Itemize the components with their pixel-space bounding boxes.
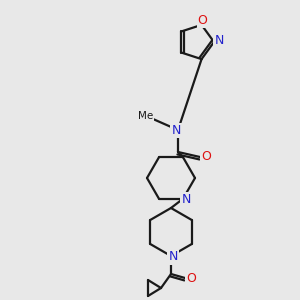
Text: O: O [201,151,211,164]
Text: N: N [168,250,178,263]
Text: N: N [171,124,181,136]
Text: N: N [181,193,191,206]
Text: N: N [214,34,224,47]
Text: O: O [186,272,196,284]
Text: Me: Me [138,111,154,121]
Text: O: O [198,14,208,27]
